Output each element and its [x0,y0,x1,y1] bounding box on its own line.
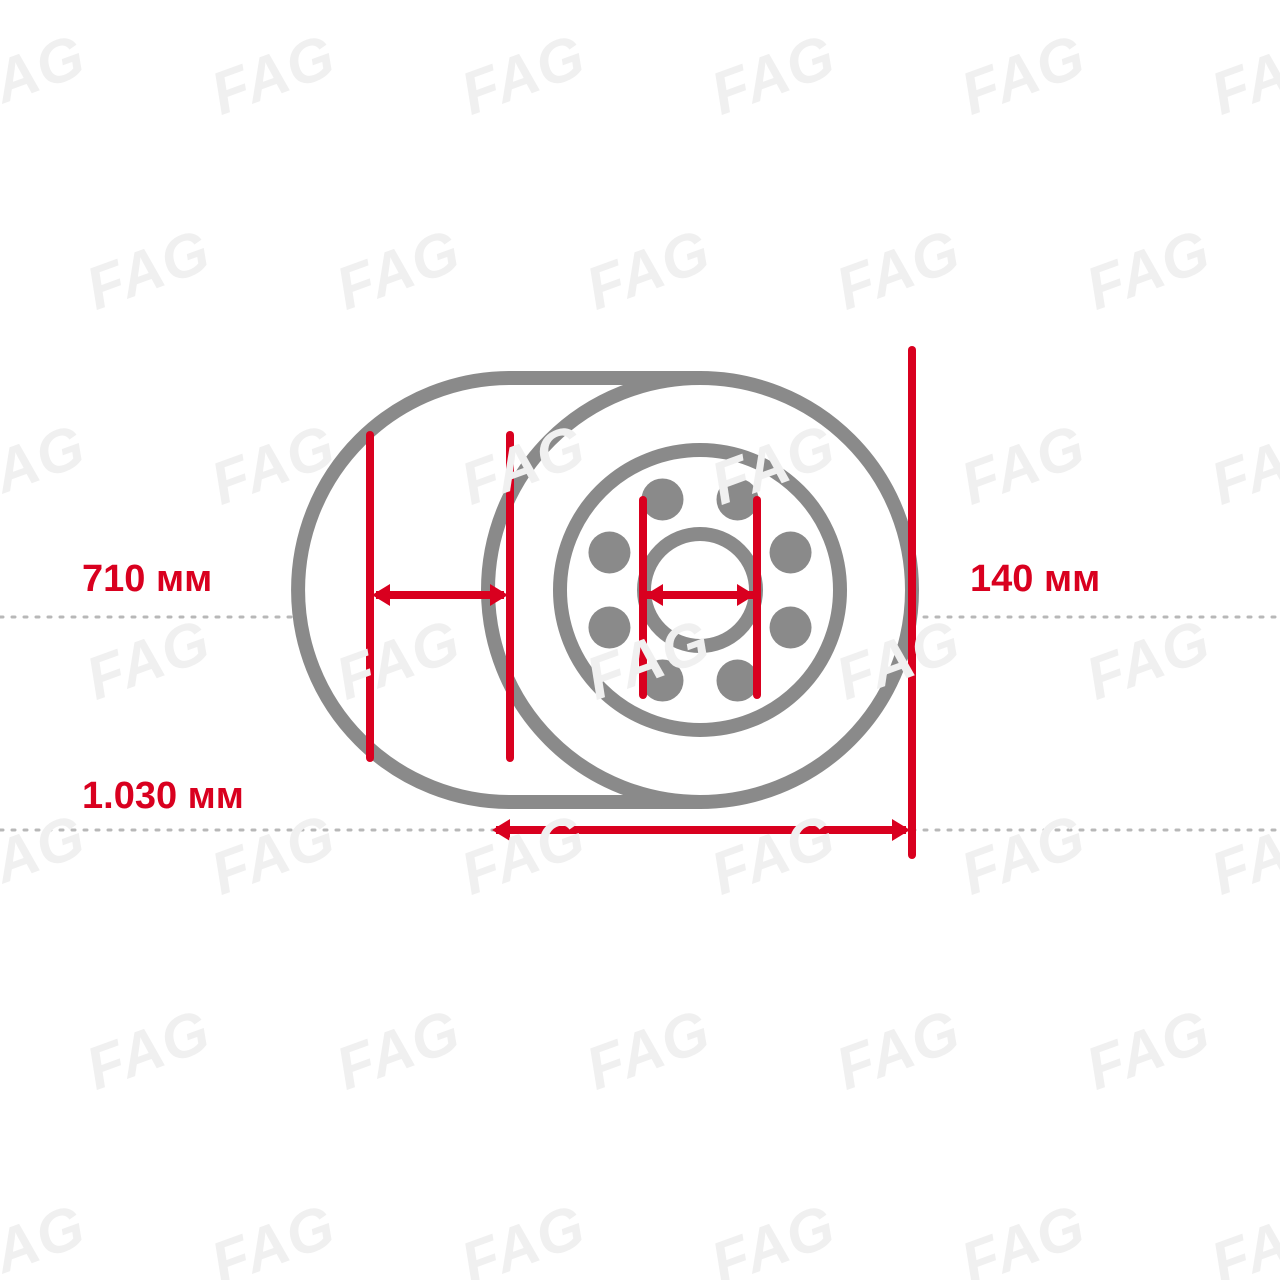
label-width: 140 мм [970,558,1100,601]
label-inner-diameter: 710 мм [82,558,212,601]
bearing-diagram [0,0,1280,1280]
label-outer-diameter: 1.030 мм [82,775,244,818]
